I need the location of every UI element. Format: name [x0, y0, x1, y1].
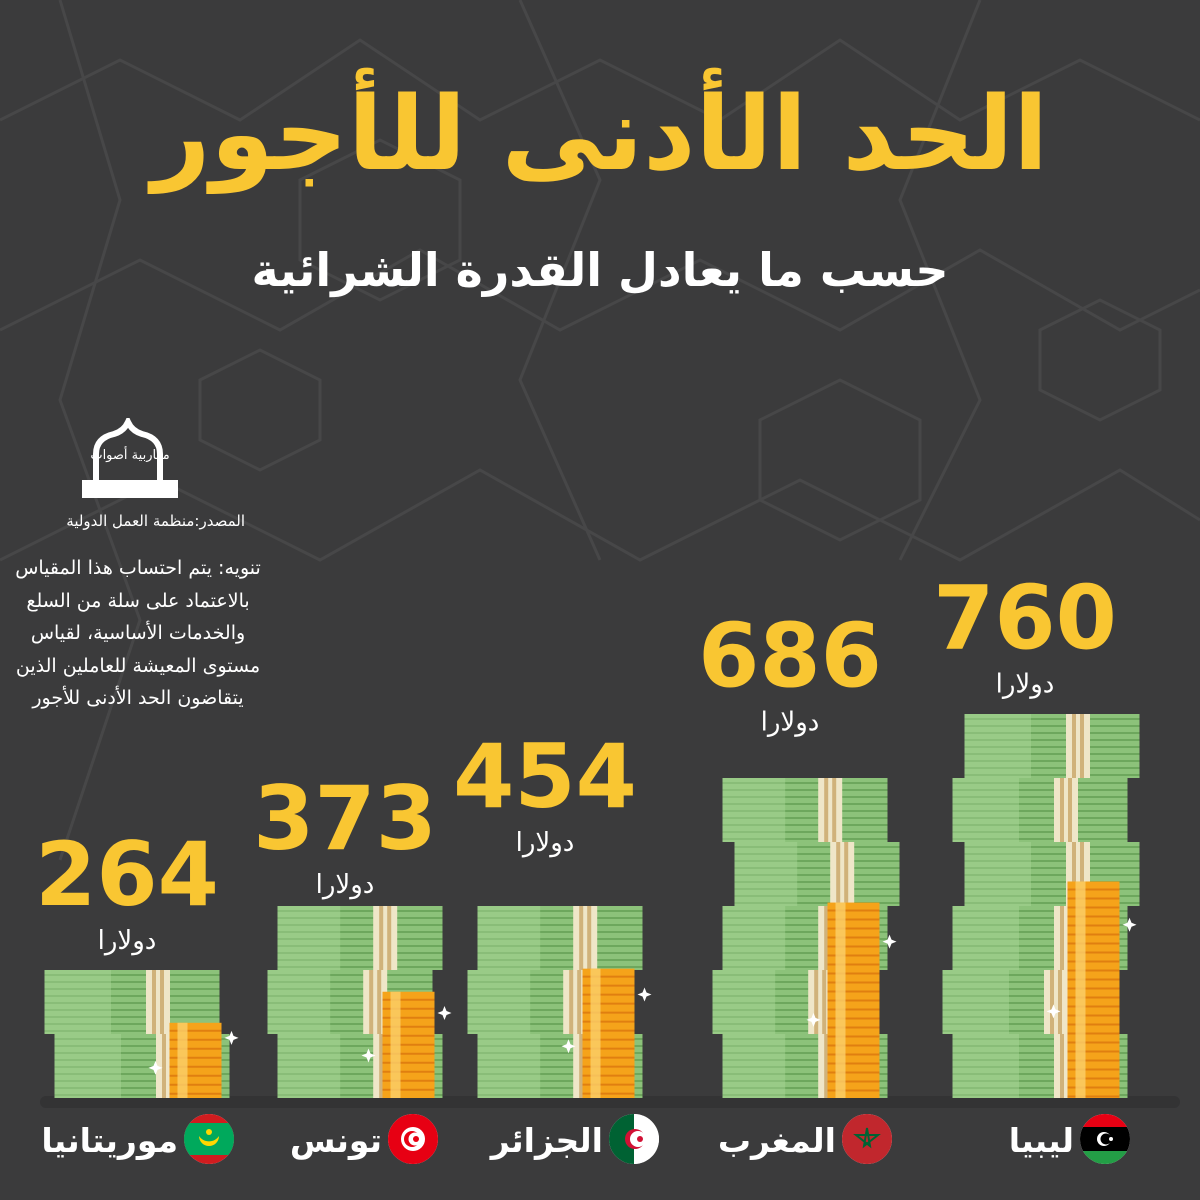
sparkle-icon [1122, 917, 1137, 932]
unit-label: دولارا [98, 926, 157, 956]
sparkle-icon [637, 987, 652, 1002]
country-label: موريتانيا [41, 1121, 178, 1160]
value-label: 686 [698, 605, 882, 708]
sparkle-icon [148, 1060, 163, 1075]
cash-bundle [722, 778, 888, 842]
unit-label: دولارا [996, 669, 1055, 699]
cash-bundle [477, 906, 643, 970]
mosque-arch-icon [82, 418, 178, 498]
chart-baseline [40, 1096, 1180, 1108]
value-label: 760 [933, 566, 1117, 669]
sparkle-icon [882, 934, 897, 949]
sparkle-icon [224, 1030, 239, 1045]
sparkle-icon [1046, 1004, 1061, 1019]
country-label: الجزائر [490, 1121, 603, 1160]
tunisia-flag-icon [388, 1114, 438, 1164]
bar-stack [467, 906, 652, 1098]
bar-stack [942, 714, 1140, 1098]
bar-stack [44, 970, 239, 1098]
coin-stack [169, 1022, 222, 1098]
bar-stack [267, 906, 452, 1098]
brand-logo-text: مغاربية أصوات [90, 448, 170, 463]
value-label: 454 [453, 725, 637, 828]
coin-stack [582, 968, 635, 1098]
coin-stack [1067, 881, 1120, 1098]
algeria-flag-icon [609, 1114, 659, 1164]
country-label: ليبيا [1008, 1121, 1074, 1160]
unit-label: دولارا [316, 870, 375, 900]
money-stacks [44, 714, 1140, 1098]
page-subtitle: حسب ما يعادل القدرة الشرائية [251, 243, 949, 297]
cash-bundle [964, 714, 1140, 778]
value-labels: 264دولارا373دولارا454دولارا686دولارا760د… [35, 566, 1117, 956]
coin-stack [382, 991, 435, 1098]
source-text: المصدر:منظمة العمل الدولية [66, 512, 245, 530]
country-label: المغرب [717, 1121, 836, 1160]
disclaimer-note: تنويه: يتم احتساب هذا المقياس بالاعتماد … [15, 557, 261, 709]
unit-label: دولارا [516, 828, 575, 858]
cash-bundle [734, 842, 900, 906]
sparkle-icon [437, 1005, 452, 1020]
unit-label: دولارا [761, 708, 820, 738]
cash-bundle [952, 778, 1128, 842]
page-title: الحد الأدنى للأجور [151, 75, 1051, 194]
mauritania-flag-icon [184, 1114, 234, 1164]
morocco-flag-icon [842, 1114, 892, 1164]
country-label: تونس [289, 1121, 382, 1160]
chart-shelf [40, 1096, 1180, 1108]
sparkle-icon [561, 1039, 576, 1054]
libya-flag-icon [1080, 1114, 1130, 1164]
sparkle-icon [361, 1048, 376, 1063]
cash-bundle [277, 906, 443, 970]
value-label: 373 [253, 767, 437, 870]
value-label: 264 [35, 823, 219, 926]
coin-stack [827, 902, 880, 1098]
sparkle-icon [806, 1012, 821, 1027]
bar-stack [712, 778, 900, 1098]
